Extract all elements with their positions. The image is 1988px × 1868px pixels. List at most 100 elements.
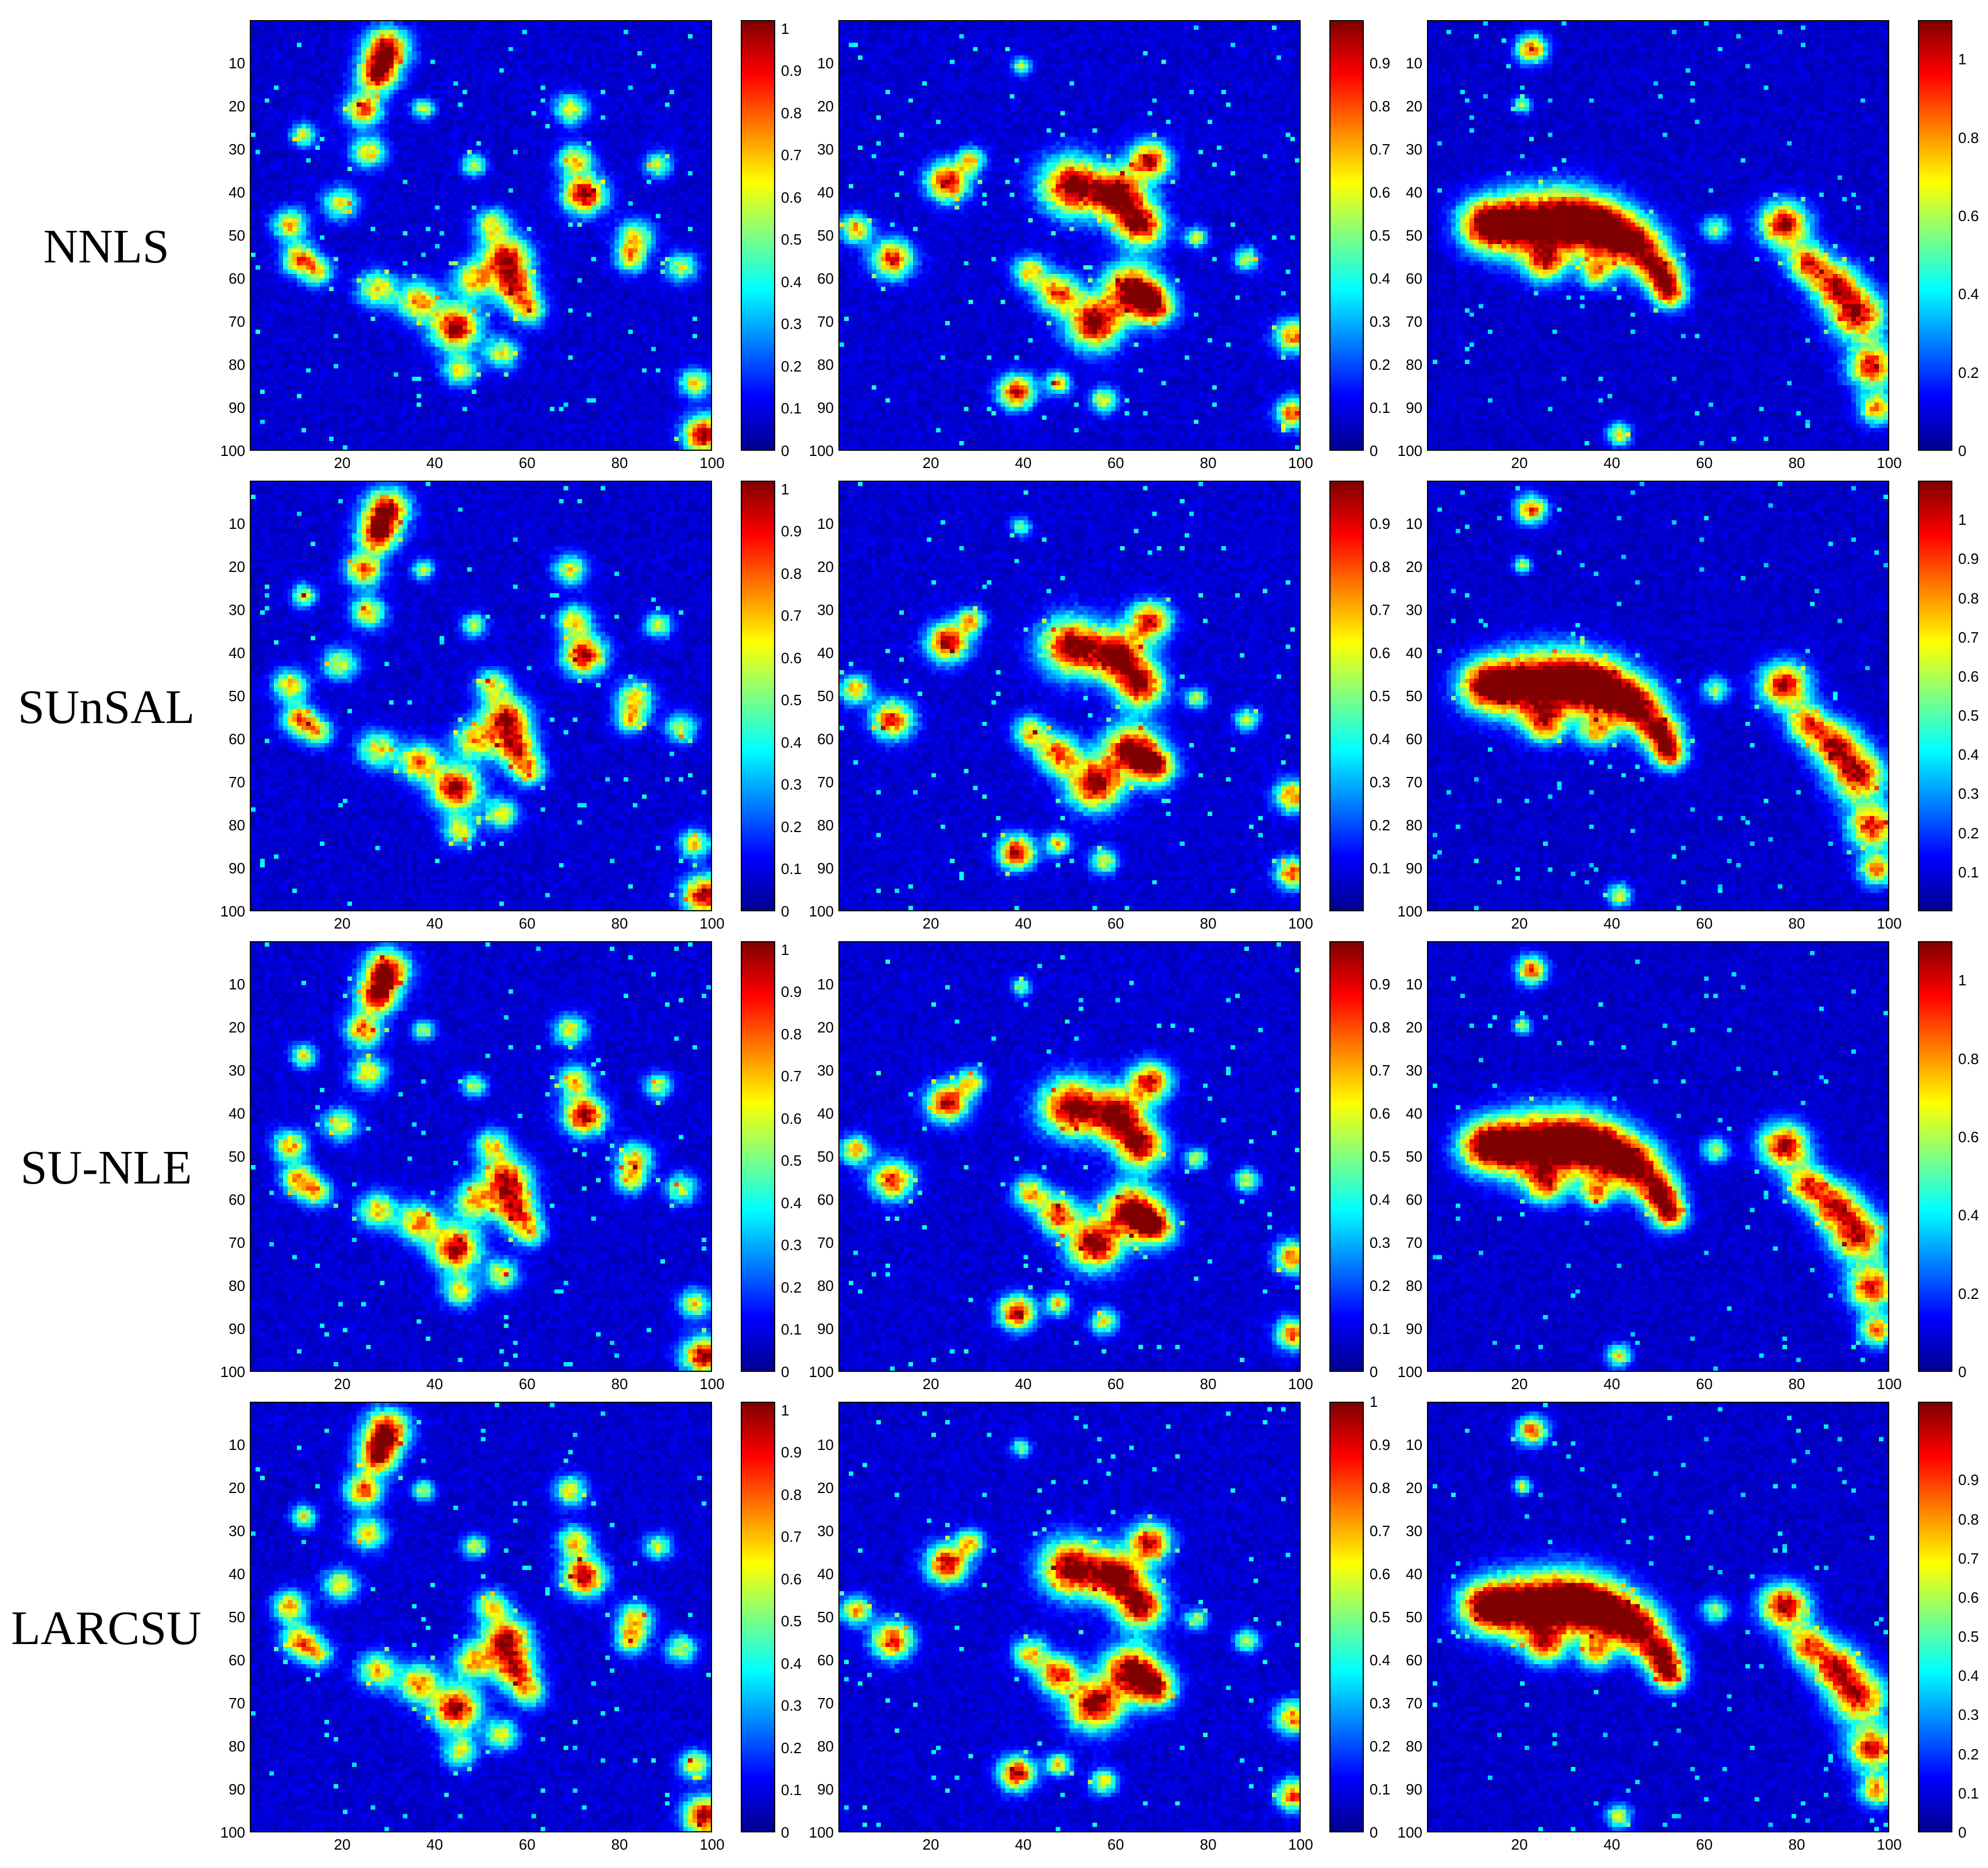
colorbar-tick-label: 1 (1370, 1393, 1378, 1410)
colorbar-tick-label: 0.4 (781, 273, 802, 291)
x-tick-label: 60 (519, 915, 536, 932)
y-tick-label: 80 (1406, 1738, 1422, 1755)
colorbar-tick-label: 0.9 (1958, 1471, 1979, 1489)
colorbar-tick-label: 0.9 (1370, 55, 1391, 72)
heatmap-canvas (251, 21, 711, 450)
y-tick-label: 100 (1397, 1824, 1422, 1841)
y-tick-label: 100 (220, 1824, 245, 1841)
x-tick-label: 100 (1288, 1836, 1313, 1853)
colorbar-tick-label: 1 (781, 1401, 790, 1419)
y-tick-label: 70 (229, 1234, 245, 1251)
y-tick-label: 100 (220, 442, 245, 459)
y-tick-label: 30 (1406, 141, 1422, 158)
colorbar-tick-label: 0.1 (1370, 860, 1391, 877)
y-tick-label: 90 (817, 1781, 834, 1798)
colorbar-tick-label: 0.9 (781, 1444, 802, 1461)
colorbar-tick-label: 0.8 (1370, 98, 1391, 115)
y-tick-label: 20 (817, 558, 834, 575)
x-tick-label: 80 (1200, 1836, 1217, 1853)
y-tick-label: 90 (817, 1320, 834, 1337)
colorbar-tick-label: 0.4 (1958, 746, 1979, 764)
x-tick-label: 80 (1788, 454, 1805, 471)
y-tick-label: 60 (229, 730, 245, 748)
y-tick-label: 100 (809, 1824, 834, 1841)
y-tick-label: 50 (229, 1608, 245, 1626)
colorbar-tick-label: 0 (781, 1824, 790, 1841)
colorbar-tick-label: 0.6 (781, 1570, 802, 1588)
colorbar (1918, 1402, 1952, 1832)
x-tick-label: 20 (1511, 1836, 1528, 1853)
y-tick-label: 40 (1406, 1565, 1422, 1583)
colorbar-tick-label: 0.8 (1370, 558, 1391, 575)
y-tick-label: 60 (229, 1191, 245, 1208)
x-tick-label: 100 (1877, 915, 1902, 932)
heatmap-image (250, 1402, 712, 1832)
y-tick-label: 40 (817, 644, 834, 662)
x-tick-label: 40 (1015, 454, 1032, 471)
colorbar-tick-label: 0.5 (781, 1152, 802, 1170)
heatmap-canvas (251, 482, 711, 910)
heatmap-image (250, 941, 712, 1372)
colorbar-tick-label: 0.5 (1958, 707, 1979, 725)
x-tick-label: 60 (1696, 454, 1713, 471)
y-tick-label: 20 (817, 1479, 834, 1496)
y-tick-label: 80 (817, 1738, 834, 1755)
colorbar-tick-label: 0.4 (1370, 730, 1391, 748)
x-tick-label: 20 (334, 1836, 351, 1853)
y-tick-label: 90 (1406, 1320, 1422, 1337)
colorbar-tick-label: 0.1 (1958, 863, 1979, 881)
y-tick-label: 80 (817, 1277, 834, 1294)
x-tick-label: 20 (922, 1375, 939, 1393)
y-tick-label: 40 (1406, 184, 1422, 201)
heatmap-image (1427, 20, 1889, 451)
colorbar-tick-label: 0.8 (1958, 129, 1979, 146)
x-tick-label: 40 (1603, 1836, 1620, 1853)
colorbar-tick-label: 0.7 (1370, 1062, 1391, 1079)
y-tick-label: 80 (1406, 1277, 1422, 1294)
colorbar-tick-label: 0.7 (1370, 601, 1391, 618)
y-tick-label: 30 (1406, 1062, 1422, 1079)
colorbar-tick-label: 0.6 (1958, 1128, 1979, 1146)
y-tick-label: 90 (1406, 1781, 1422, 1798)
y-tick-label: 60 (229, 270, 245, 287)
y-tick-label: 50 (817, 687, 834, 705)
colorbar-tick-label: 0.2 (781, 1739, 802, 1757)
y-tick-label: 40 (229, 644, 245, 662)
y-tick-label: 90 (229, 399, 245, 416)
y-tick-label: 10 (817, 976, 834, 993)
y-tick-label: 90 (229, 1781, 245, 1798)
y-tick-label: 60 (1406, 730, 1422, 748)
colorbar-tick-label: 0.9 (781, 62, 802, 80)
x-tick-label: 40 (426, 915, 443, 932)
colorbar-tick-label: 0.2 (1370, 1738, 1391, 1755)
colorbar-tick-label: 0.1 (1370, 1781, 1391, 1798)
colorbar-tick-label: 0.3 (1370, 313, 1391, 330)
colorbar-tick-label: 0 (1370, 1824, 1378, 1841)
y-tick-label: 100 (809, 442, 834, 459)
y-tick-label: 70 (817, 313, 834, 330)
colorbar-tick-label: 0 (1958, 442, 1967, 459)
y-tick-label: 10 (229, 1436, 245, 1453)
x-tick-label: 100 (1877, 1836, 1902, 1853)
x-tick-label: 40 (1603, 454, 1620, 471)
x-tick-label: 100 (1288, 454, 1313, 471)
colorbar-tick-label: 0.3 (1958, 1706, 1979, 1724)
colorbar-tick-label: 0.7 (781, 607, 802, 625)
x-tick-label: 60 (1107, 915, 1124, 932)
colorbar-tick-label: 0.3 (1958, 785, 1979, 803)
colorbar-tick-label: 0.2 (1370, 1277, 1391, 1294)
y-tick-label: 50 (817, 1608, 834, 1626)
y-tick-label: 80 (229, 356, 245, 373)
x-tick-label: 60 (1696, 915, 1713, 932)
colorbar-tick-label: 0.2 (781, 357, 802, 375)
y-tick-label: 40 (817, 184, 834, 201)
y-tick-label: 50 (229, 1148, 245, 1165)
x-tick-label: 20 (1511, 454, 1528, 471)
colorbar-tick-label: 0 (781, 442, 790, 459)
x-tick-label: 80 (1788, 1375, 1805, 1393)
y-tick-label: 70 (229, 774, 245, 791)
colorbar-tick-label: 0.9 (1370, 1436, 1391, 1453)
y-tick-label: 20 (229, 558, 245, 575)
colorbar-tick-label: 0.3 (781, 776, 802, 794)
colorbar-tick-label: 0.7 (781, 146, 802, 164)
